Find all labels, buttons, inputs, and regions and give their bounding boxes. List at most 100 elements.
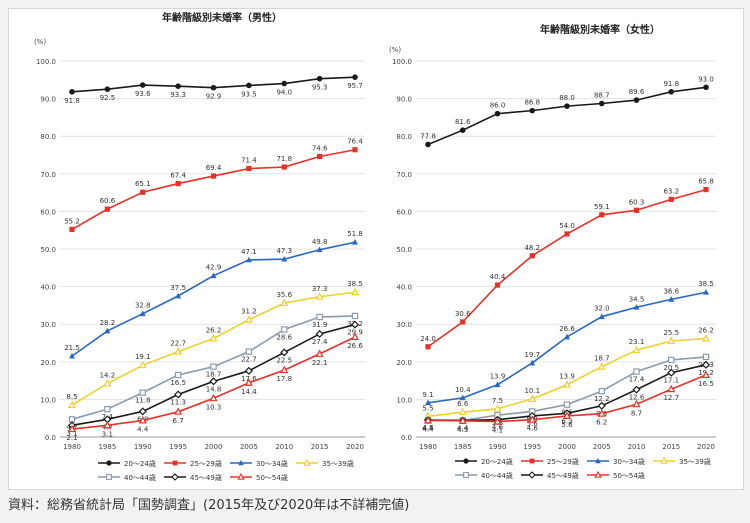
data-point <box>69 352 75 359</box>
data-point <box>210 272 217 279</box>
data-point <box>316 246 323 253</box>
data-point <box>246 165 252 172</box>
legend-label: 50〜54歳 <box>613 471 645 480</box>
data-label: 71.4 <box>241 157 257 165</box>
data-point <box>210 363 217 370</box>
data-point <box>104 206 110 212</box>
data-point <box>703 186 709 193</box>
series-line <box>427 188 707 348</box>
legend-marker <box>303 458 311 466</box>
data-point <box>280 348 289 357</box>
data-point <box>175 83 181 89</box>
x-tick-label: 2020 <box>697 443 715 451</box>
legend-marker <box>594 470 602 478</box>
y-tick-label: 90.0 <box>396 96 412 104</box>
data-label: 32.8 <box>135 302 151 310</box>
data-point <box>209 393 218 402</box>
data-point <box>562 380 572 388</box>
data-label: 4.4 <box>422 424 434 432</box>
data-label: 69.4 <box>206 164 222 172</box>
data-label: 49.8 <box>312 238 328 246</box>
data-point <box>104 327 111 334</box>
data-point <box>562 411 572 419</box>
data-label: 91.8 <box>64 97 80 105</box>
data-label: 38.5 <box>698 280 714 288</box>
data-point <box>209 377 218 386</box>
data-point <box>138 407 147 416</box>
data-label: 3.1 <box>66 429 77 437</box>
data-label: 91.8 <box>663 80 679 88</box>
data-label: 16.5 <box>698 380 714 388</box>
data-label: 6.3 <box>561 417 572 425</box>
data-label: 19.7 <box>524 351 540 359</box>
data-label: 10.4 <box>455 386 471 394</box>
data-label: 3.1 <box>102 430 113 438</box>
data-point <box>210 173 217 179</box>
legend-marker <box>171 473 179 481</box>
data-label: 88.7 <box>594 91 610 99</box>
x-tick-label: 2020 <box>346 443 364 451</box>
data-point <box>702 353 710 361</box>
data-point <box>139 389 146 396</box>
data-label: 26.6 <box>559 325 575 333</box>
data-label: 4.4 <box>457 424 469 432</box>
data-point <box>350 287 360 296</box>
data-point <box>493 404 502 412</box>
y-tick-label: 100.0 <box>36 58 56 66</box>
data-label: 5.5 <box>422 404 433 412</box>
data-point <box>315 349 324 357</box>
data-point <box>350 332 360 340</box>
chart-title: 年齢階級別未婚率（男性） <box>162 11 282 24</box>
data-label: 6.7 <box>173 417 184 425</box>
data-label: 51.8 <box>347 230 363 238</box>
x-tick-label: 2005 <box>593 443 611 451</box>
data-label: 26.6 <box>347 342 363 350</box>
data-label: 10.1 <box>524 387 540 395</box>
data-point <box>68 416 76 423</box>
y-tick-label: 10.0 <box>396 396 412 404</box>
y-tick-label: 90.0 <box>40 96 56 104</box>
y-tick-label: 80.0 <box>396 133 412 141</box>
data-label: 13.9 <box>559 373 575 381</box>
data-point <box>281 326 288 333</box>
legend-label: 20〜24歳 <box>124 459 156 468</box>
data-point <box>493 417 502 425</box>
data-label: 59.1 <box>594 203 610 211</box>
data-label: 93.3 <box>170 91 186 99</box>
data-point <box>425 141 431 148</box>
data-point <box>175 180 181 187</box>
x-tick-label: 2010 <box>275 443 293 451</box>
data-label: 14.4 <box>241 388 257 396</box>
y-unit-label: (%) <box>34 38 46 46</box>
y-tick-label: 20.0 <box>396 359 412 367</box>
y-tick-label: 40.0 <box>40 284 56 292</box>
data-label: 22.5 <box>276 356 292 364</box>
data-point <box>425 344 431 350</box>
data-label: 37.3 <box>312 285 328 293</box>
y-tick-label: 70.0 <box>40 171 56 179</box>
data-label: 48.2 <box>524 244 540 252</box>
data-label: 6.6 <box>457 400 469 408</box>
data-label: 17.4 <box>629 376 645 384</box>
data-point <box>245 348 253 355</box>
x-tick-label: 1985 <box>454 443 472 451</box>
data-point <box>281 255 288 262</box>
data-label: 60.6 <box>100 197 116 205</box>
data-label: 17.6 <box>241 375 257 383</box>
y-tick-label: 80.0 <box>40 133 56 141</box>
data-point <box>528 394 537 403</box>
data-point <box>104 405 111 413</box>
data-point <box>632 345 641 354</box>
legend-marker <box>595 458 601 464</box>
legend-marker <box>529 458 535 464</box>
data-label: 20.5 <box>663 364 679 372</box>
data-label: 17.8 <box>276 375 292 383</box>
data-label: 21.5 <box>64 344 80 352</box>
data-point <box>352 239 358 245</box>
data-label: 19.1 <box>135 353 151 361</box>
data-point <box>352 147 358 153</box>
data-label: 24.0 <box>420 335 436 343</box>
data-label: 18.7 <box>594 355 610 363</box>
x-tick-label: 1990 <box>489 443 507 451</box>
chart-title: 年齢階級別未婚率（女性） <box>540 23 660 36</box>
